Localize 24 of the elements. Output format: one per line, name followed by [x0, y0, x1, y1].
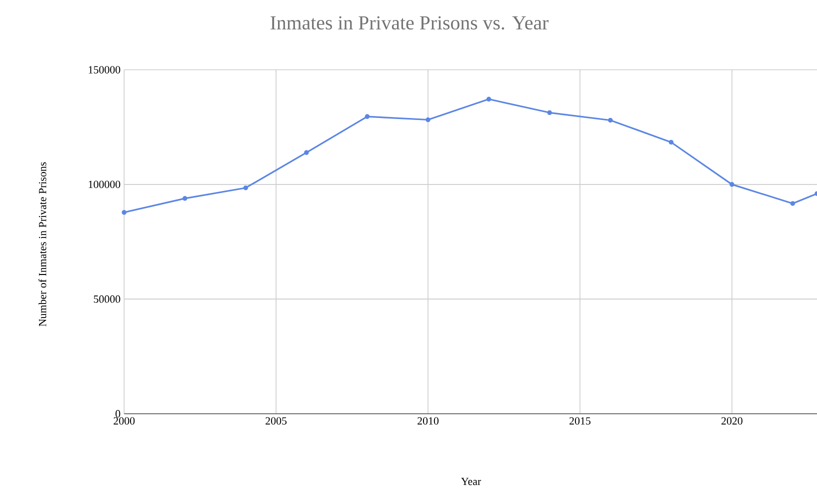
- y-tick-label: 150000: [88, 66, 120, 74]
- x-tick-label: 2005: [266, 417, 287, 425]
- point: [608, 118, 613, 123]
- point: [122, 210, 127, 216]
- point: [243, 186, 248, 191]
- x-tick-label: 2010: [418, 417, 439, 425]
- point: [668, 140, 674, 145]
- x-tick-label: 2000: [114, 417, 135, 425]
- point: [364, 114, 370, 120]
- y-tick-label: 100000: [88, 181, 120, 188]
- point: [486, 97, 492, 102]
- x-tick-label: 2015: [570, 417, 590, 425]
- point: [790, 201, 796, 206]
- x-axis-title: Year: [461, 478, 482, 486]
- point: [304, 150, 309, 156]
- point: [547, 110, 552, 116]
- point: [730, 182, 734, 188]
- point: [426, 118, 430, 122]
- chart-title: Inmates in Private Prisons vs. Year: [270, 16, 549, 30]
- y-tick-label: 0: [116, 410, 120, 418]
- point: [182, 196, 188, 202]
- x-tick-label: 2020: [721, 417, 742, 425]
- y-axis-title: Number of Inmates in Private Prisons: [38, 162, 46, 327]
- y-tick-label: 50000: [94, 296, 120, 304]
